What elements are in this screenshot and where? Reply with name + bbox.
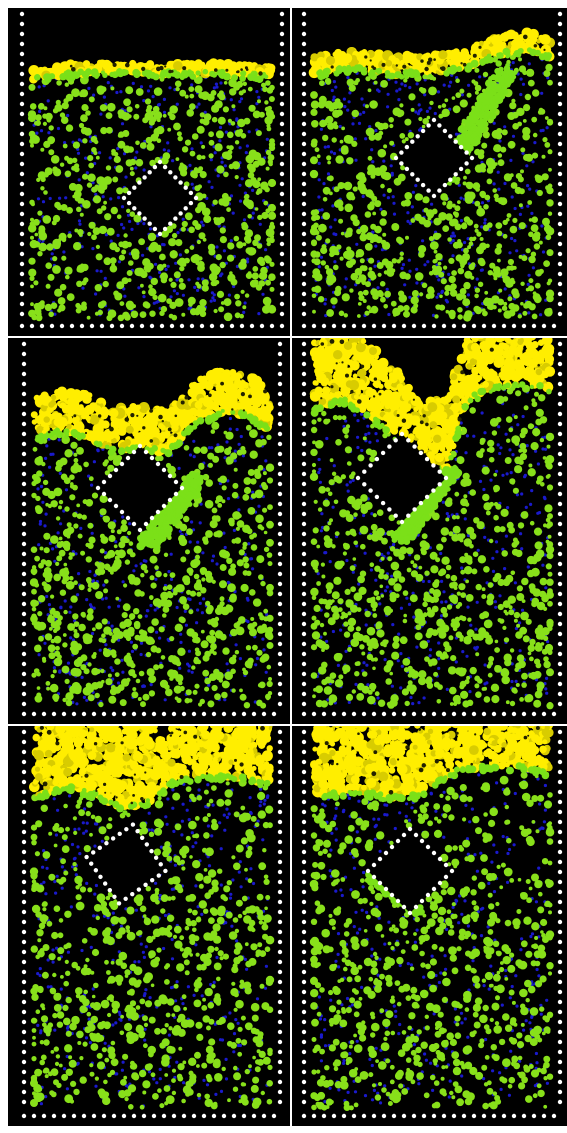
frame-4-grains (309, 383, 555, 710)
frame-1-accumulated-layer (28, 58, 276, 84)
frame-4-obstacle (355, 431, 449, 525)
frame-2-container-walls (301, 11, 563, 329)
frame-1-scene (19, 11, 285, 329)
frame-3-accumulated-layer (30, 367, 274, 458)
frame-1-container-walls (19, 11, 285, 329)
frame-4-scene (301, 338, 563, 717)
frame-1-obstacle (121, 159, 199, 237)
frame-3-panel (8, 338, 290, 724)
frame-4-container-walls (301, 341, 563, 717)
frame-2-panel (292, 8, 567, 336)
frame-3-scene (21, 341, 283, 717)
frame-4-accumulated-layer (309, 338, 556, 477)
frame-5-panel (8, 726, 290, 1126)
frame-6-panel (292, 726, 567, 1126)
frame-2-grains (309, 49, 555, 322)
frame-6-accumulated-layer (310, 726, 554, 804)
frame-3-grains (29, 421, 275, 709)
frame-3-container-walls (21, 341, 283, 717)
frame-6-container-walls (301, 729, 563, 1119)
frame-6-grains (309, 767, 555, 1111)
frame-6-obstacle (365, 826, 455, 916)
frame-1-grains (27, 70, 277, 322)
frame-5-accumulated-layer (29, 726, 274, 816)
frame-2-obstacle (393, 117, 475, 199)
frame-4-panel (292, 338, 567, 724)
frame-2-scene (301, 11, 563, 329)
frame-2-accumulated-layer (308, 27, 556, 81)
frame-3-obstacle (95, 443, 185, 533)
frame-5-grains (29, 778, 275, 1110)
frame-5-obstacle (84, 822, 168, 906)
frame-1-panel (8, 8, 290, 336)
frame-5-scene (21, 726, 283, 1119)
frame-6-scene (301, 726, 563, 1119)
frame-5-container-walls (21, 729, 283, 1119)
